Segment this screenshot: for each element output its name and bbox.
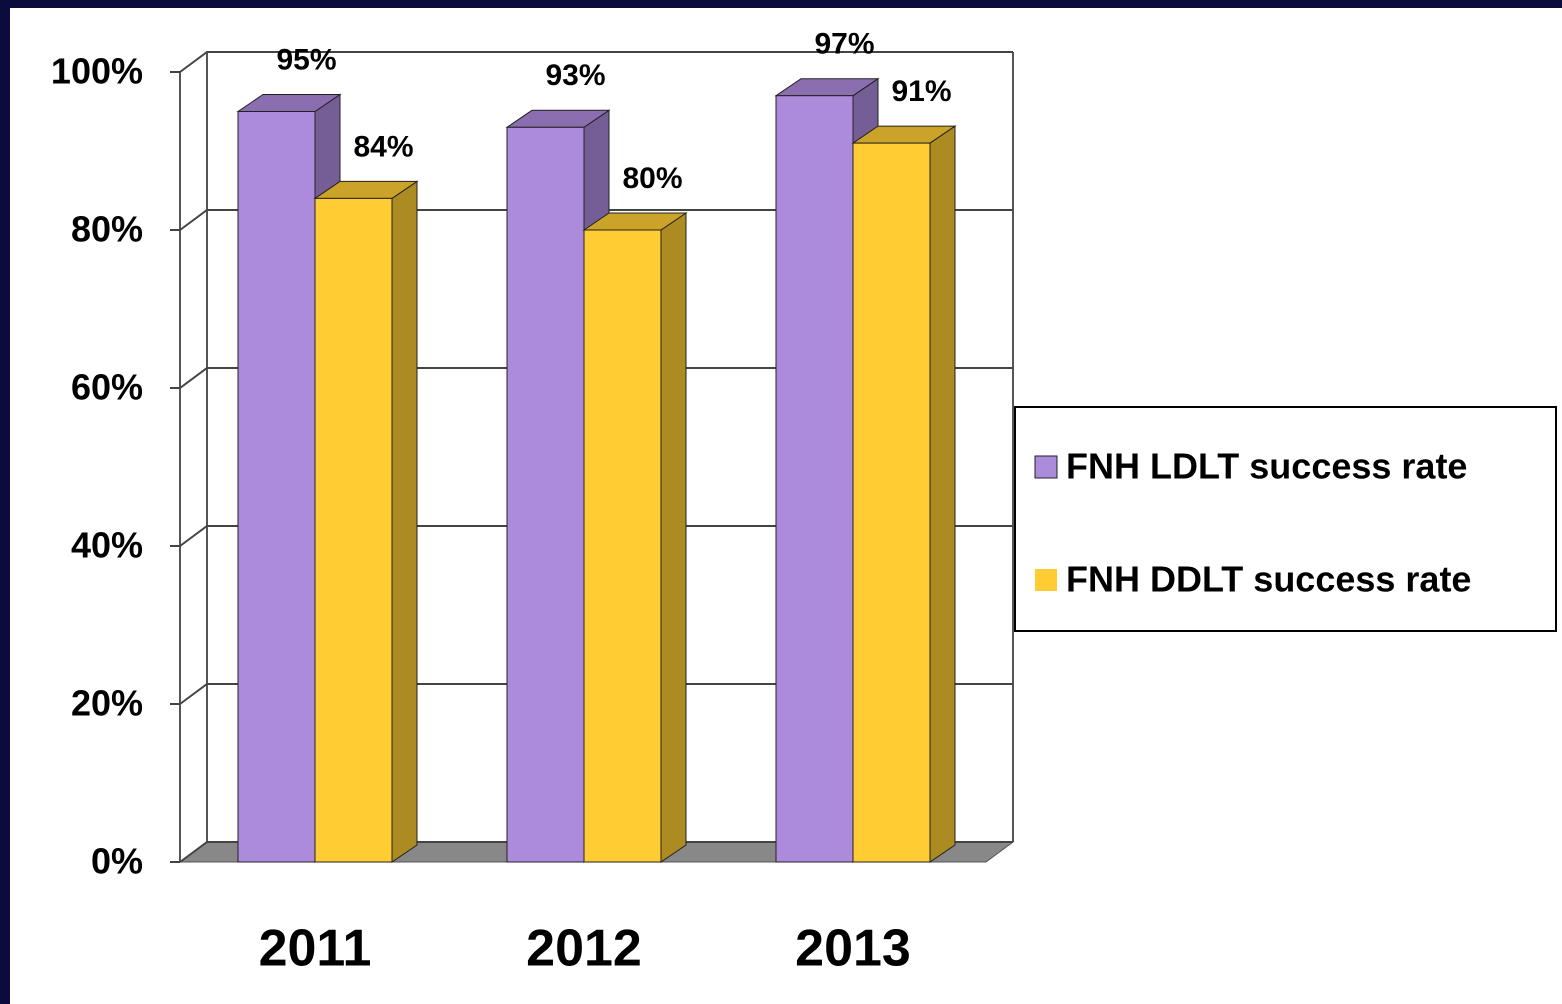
grid-line (179, 367, 1013, 389)
data-label: 95% (276, 43, 336, 76)
legend-label: FNH LDLT success rate (1066, 446, 1467, 487)
bar (506, 126, 585, 863)
bar (583, 229, 662, 863)
y-tick-label: 80% (71, 209, 143, 250)
bar-side (929, 125, 956, 863)
bar-side (660, 212, 687, 863)
grid-line (179, 683, 1013, 705)
bar (237, 111, 316, 863)
y-tick-label: 20% (71, 683, 143, 724)
legend-swatch (1034, 455, 1058, 479)
data-label: 91% (891, 75, 951, 108)
y-tick-label: 0% (91, 841, 143, 882)
bar (852, 142, 931, 863)
bar (314, 197, 393, 863)
legend-swatch (1035, 569, 1057, 591)
data-label: 84% (353, 130, 413, 163)
bar-side (391, 180, 418, 863)
x-tick-label: 2012 (526, 920, 642, 978)
bar (775, 95, 854, 863)
grid-line (179, 841, 1013, 863)
x-tick-label: 2011 (259, 920, 372, 978)
data-label: 80% (622, 162, 682, 195)
legend-box (1014, 406, 1557, 632)
legend-label: FNH DDLT success rate (1066, 559, 1471, 600)
grid-line (179, 209, 1013, 231)
y-tick-label: 100% (51, 51, 143, 92)
y-tick-label: 60% (71, 367, 143, 408)
grid-line (179, 525, 1013, 547)
x-tick-label: 2013 (795, 920, 911, 978)
y-tick-label: 40% (71, 525, 143, 566)
data-label: 97% (814, 28, 874, 61)
grid-line (179, 51, 1013, 73)
data-label: 93% (545, 59, 605, 92)
